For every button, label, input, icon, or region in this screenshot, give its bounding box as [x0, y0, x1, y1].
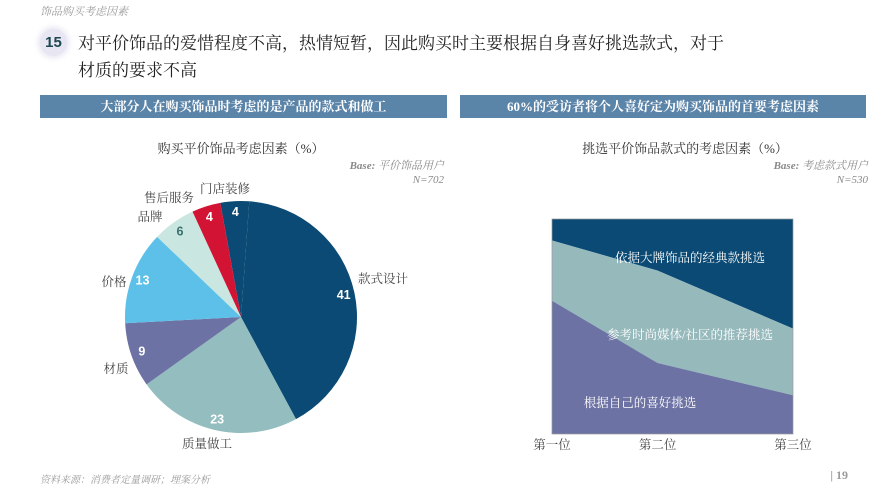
svg-text:款式设计: 款式设计 — [358, 271, 409, 286]
svg-text:品牌: 品牌 — [137, 209, 163, 224]
svg-text:第二位: 第二位 — [639, 438, 677, 452]
svg-text:材质: 材质 — [103, 361, 129, 376]
svg-text:参考时尚媒体/社区的推荐挑选: 参考时尚媒体/社区的推荐挑选 — [607, 327, 773, 342]
svg-text:41: 41 — [337, 288, 351, 302]
svg-text:第三位: 第三位 — [774, 438, 812, 452]
svg-text:售后服务: 售后服务 — [144, 190, 195, 205]
svg-text:第一位: 第一位 — [533, 438, 571, 452]
svg-text:13: 13 — [136, 274, 150, 288]
svg-text:4: 4 — [232, 205, 239, 219]
svg-text:根据自己的喜好挑选: 根据自己的喜好挑选 — [584, 395, 697, 410]
svg-text:6: 6 — [177, 225, 184, 239]
svg-text:23: 23 — [210, 412, 224, 426]
svg-text:9: 9 — [138, 345, 145, 359]
svg-text:质量做工: 质量做工 — [182, 436, 233, 451]
svg-text:4: 4 — [206, 210, 213, 224]
svg-text:门店装修: 门店装修 — [200, 181, 251, 196]
svg-text:依据大牌饰品的经典款挑选: 依据大牌饰品的经典款挑选 — [615, 250, 765, 265]
svg-text:价格: 价格 — [101, 274, 127, 289]
